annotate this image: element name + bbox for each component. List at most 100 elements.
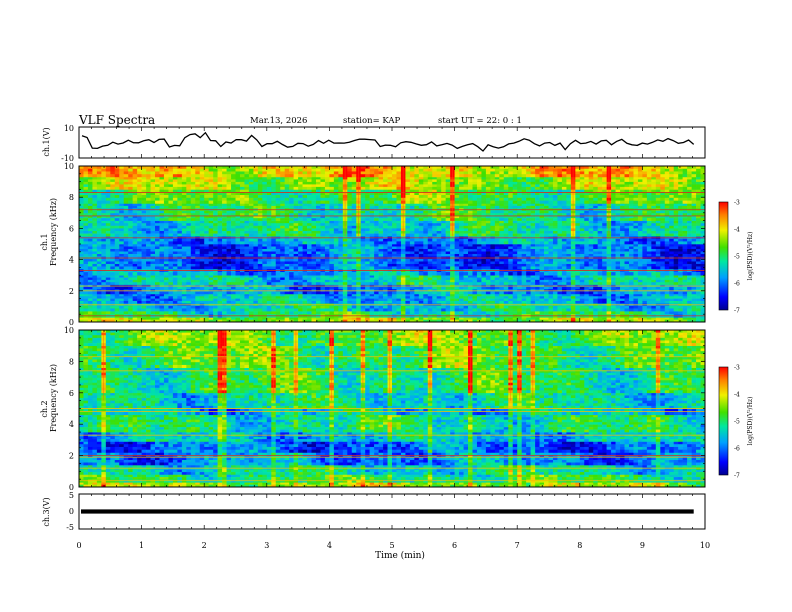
- spectrogram-cell: [244, 244, 249, 247]
- spectrogram-cell: [441, 294, 446, 297]
- spectrogram-cell: [616, 280, 621, 283]
- spectrogram-cell: [540, 294, 545, 297]
- spectrogram-cell: [477, 306, 482, 309]
- spectrogram-cell: [410, 301, 415, 304]
- spectrogram-cell: [356, 261, 361, 264]
- spectrogram-cell: [629, 239, 634, 242]
- spectrogram-cell: [325, 241, 330, 244]
- spectrogram-cell: [151, 301, 156, 304]
- spectrogram-cell: [481, 264, 486, 267]
- spectrogram-cell: [437, 261, 442, 264]
- spectrogram-cell: [227, 247, 232, 250]
- spectrogram-cell: [164, 287, 169, 290]
- spectrogram-cell: [307, 244, 312, 247]
- spectrogram-cell: [410, 259, 415, 262]
- spectrogram-cell: [294, 287, 299, 290]
- spectrogram-cell: [522, 241, 527, 244]
- spectrogram-cell: [575, 264, 580, 267]
- spectrogram-cell: [401, 311, 406, 314]
- spectrogram-cell: [495, 301, 500, 304]
- spectrogram-cell: [294, 278, 299, 281]
- spectrogram-cell: [213, 247, 218, 250]
- spectrogram-cell: [593, 280, 598, 283]
- spectrogram-cell: [244, 239, 249, 242]
- spectrogram-cell: [651, 278, 656, 281]
- spectrogram-cell: [298, 254, 303, 257]
- spectrogram-cell: [575, 251, 580, 254]
- spectrogram-cell: [651, 294, 656, 297]
- spectrogram-cell: [455, 264, 460, 267]
- spectrogram-cell: [526, 247, 531, 250]
- spectrogram-cell: [620, 280, 625, 283]
- spectrogram-cell: [481, 292, 486, 295]
- spectrogram-cell: [620, 239, 625, 242]
- spectrogram-cell: [195, 306, 200, 309]
- spectrogram-cell: [253, 282, 258, 285]
- spectrogram-cell: [490, 294, 495, 297]
- spectrogram-cell: [236, 266, 241, 269]
- spectrogram-cell: [146, 251, 151, 254]
- spectrogram-cell: [508, 239, 513, 242]
- spectrogram-cell: [191, 239, 196, 242]
- spectrogram-cell: [602, 311, 607, 314]
- spectrogram-cell: [450, 275, 455, 278]
- spectrogram-cell: [549, 244, 554, 247]
- spectrogram-cell: [464, 221, 469, 224]
- spectrogram-cell: [374, 259, 379, 262]
- spectrogram-cell: [119, 282, 124, 285]
- spectrogram-cell: [629, 241, 634, 244]
- spectrogram-cell: [665, 259, 670, 262]
- spectrogram-cell: [611, 239, 616, 242]
- spectrogram-cell: [486, 296, 491, 299]
- spectrogram-cell: [285, 282, 290, 285]
- spectrogram-cell: [320, 272, 325, 275]
- spectrogram-cell: [602, 317, 607, 320]
- spectrogram-cell: [325, 299, 330, 302]
- spectrogram-cell: [334, 254, 339, 257]
- spectrogram-cell: [106, 292, 111, 295]
- spectrogram-cell: [222, 261, 227, 264]
- spectrogram-cell: [374, 317, 379, 320]
- spectrogram-cell: [692, 308, 697, 311]
- spectrogram-cell: [218, 249, 223, 252]
- spectrogram-cell: [92, 261, 97, 264]
- spectrogram-cell: [464, 241, 469, 244]
- spectrogram-cell: [584, 261, 589, 264]
- spectrogram-cell: [571, 287, 576, 290]
- spectrogram-cell: [607, 296, 612, 299]
- spectrogram-cell: [356, 287, 361, 290]
- spectrogram-cell: [200, 264, 205, 267]
- spectrogram-cell: [276, 292, 281, 295]
- spectrogram-cell: [298, 306, 303, 309]
- spectrogram-cell: [584, 308, 589, 311]
- spectrogram-cell: [289, 294, 294, 297]
- spectrogram-cell: [325, 251, 330, 254]
- spectrogram-cell: [119, 308, 124, 311]
- spectrogram-cell: [598, 221, 603, 224]
- spectrogram-cell: [486, 317, 491, 320]
- spectrogram-cell: [633, 241, 638, 244]
- spectrogram-cell: [396, 275, 401, 278]
- spectrogram-cell: [531, 287, 536, 290]
- spectrogram-cell: [361, 292, 366, 295]
- spectrogram-cell: [383, 301, 388, 304]
- spectrogram-cell: [200, 259, 205, 262]
- spectrogram-cell: [191, 247, 196, 250]
- spectrogram-cell: [168, 241, 173, 244]
- spectrogram-cell: [549, 299, 554, 302]
- spectrogram-cell: [110, 275, 115, 278]
- spectrogram-cell: [83, 306, 88, 309]
- spectrogram-cell: [687, 311, 692, 314]
- spectrogram-cell: [566, 282, 571, 285]
- spectrogram-cell: [155, 287, 160, 290]
- spectrogram-cell: [244, 261, 249, 264]
- spectrogram-cell: [540, 317, 545, 320]
- spectrogram-cell: [110, 259, 115, 262]
- spectrogram-cell: [549, 266, 554, 269]
- spectrogram-cell: [401, 294, 406, 297]
- spectrogram-cell: [423, 239, 428, 242]
- spectrogram-cell: [92, 294, 97, 297]
- spectrogram-cell: [361, 311, 366, 314]
- spectrogram-cell: [289, 278, 294, 281]
- spectrogram-cell: [101, 301, 106, 304]
